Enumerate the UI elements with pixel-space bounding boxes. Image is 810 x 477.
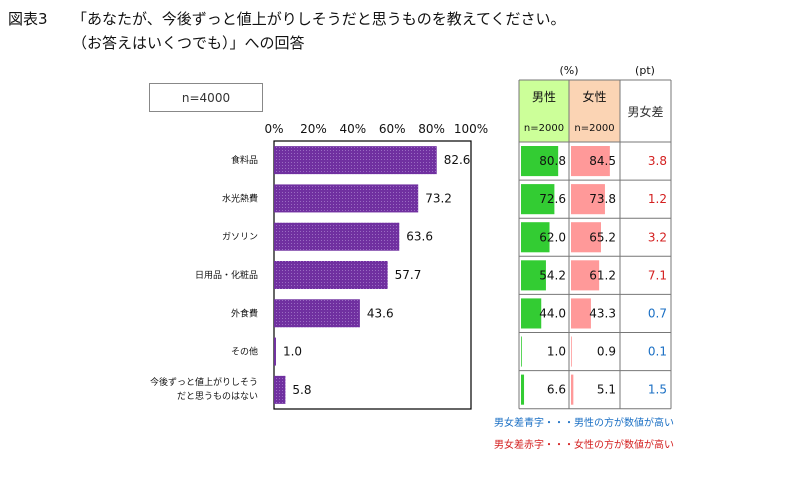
category-label: 水光熱費 (222, 192, 258, 204)
main-bar-chart: 0% 20% 40% 60% 80% 100% 82.6 食料品 73.2 水光熱費 63.6 ガソリ… (150, 122, 488, 410)
figure-title-line1: 「あなたが、今後ずっと値上がりしそうだと思うものを教えてください。 (72, 10, 566, 28)
category-label: 日用品・化粧品 (195, 269, 258, 281)
category-label: だと思うものはない (177, 391, 258, 402)
diff-value-label: 3.8 (648, 154, 667, 168)
female-value-label: 0.9 (597, 345, 616, 359)
bar-total (274, 222, 400, 251)
bar-female (571, 184, 605, 215)
bar-total (274, 375, 286, 404)
female-header-label: 女性 (582, 89, 606, 104)
bar-male (521, 260, 546, 291)
bar-female (571, 298, 591, 329)
note-blue: 男女差青字・・・男性の方が数値が高い (494, 418, 674, 429)
x-tick-label: 60% (379, 122, 406, 136)
diff-header-label: 男女差 (627, 104, 663, 119)
male-value-label: 6.6 (547, 383, 566, 397)
category-label: その他 (231, 346, 258, 358)
note-red: 男女差赤字・・・女性の方が数値が高い (494, 440, 674, 451)
bar-value-label: 63.6 (406, 230, 433, 244)
male-value-label: 54.2 (539, 268, 566, 282)
male-header-label: 男性 (532, 90, 556, 104)
female-value-label: 84.5 (589, 154, 616, 168)
bar-female (571, 374, 574, 405)
gender-table: (%) (pt) 男性 n=2000 女性 n=2000 男女差 80.8 84.5 3.8 72.… (518, 64, 672, 410)
bar-male (521, 184, 555, 215)
bar-total (274, 337, 276, 366)
bar-value-label: 73.2 (425, 191, 452, 205)
male-value-label: 1.0 (547, 345, 566, 359)
x-tick-label: 40% (339, 122, 366, 136)
bar-female (571, 336, 572, 367)
diff-value-label: 1.2 (648, 192, 667, 206)
bar-total (274, 261, 388, 289)
female-header-bg (569, 80, 620, 142)
bar-value-label: 57.7 (395, 268, 422, 282)
bar-female (571, 222, 601, 253)
diff-value-label: 1.5 (648, 383, 667, 397)
figure-label: 図表3 (8, 10, 48, 28)
bar-value-label: 82.6 (444, 153, 471, 167)
bar-male (521, 222, 550, 253)
male-value-label: 62.0 (539, 230, 566, 244)
male-header-bg (519, 80, 569, 142)
category-label: ガソリン (222, 232, 258, 243)
female-header-n: n=2000 (574, 123, 614, 134)
diff-value-label: 0.7 (648, 306, 667, 320)
unit-pt: (pt) (635, 64, 655, 77)
bar-total (274, 146, 437, 175)
bar-total (274, 299, 360, 328)
bar-value-label: 5.8 (292, 383, 311, 397)
unit-percent: (%) (559, 64, 578, 77)
bar-male (521, 146, 559, 177)
x-tick-label: 80% (418, 122, 445, 136)
female-value-label: 65.2 (589, 230, 616, 244)
bar-total (274, 184, 419, 213)
bar-male (521, 336, 522, 367)
female-value-label: 43.3 (589, 306, 616, 320)
male-value-label: 80.8 (539, 154, 566, 168)
bar-female (571, 260, 600, 291)
bar-male (521, 374, 525, 405)
sample-size-box: n=4000 (149, 83, 263, 112)
bar-male (521, 298, 542, 329)
figure-title-line2: （お答えはいくつでも）」への回答 (72, 34, 305, 52)
bar-value-label: 43.6 (367, 306, 394, 320)
male-value-label: 72.6 (539, 192, 566, 206)
bar-value-label: 1.0 (283, 345, 302, 359)
category-label: 外食費 (231, 307, 258, 319)
female-value-label: 73.8 (589, 192, 616, 206)
x-tick-label: 20% (300, 122, 327, 136)
male-value-label: 44.0 (539, 306, 566, 320)
bar-female (571, 146, 610, 177)
diff-value-label: 0.1 (648, 345, 667, 359)
male-header-n: n=2000 (524, 123, 564, 134)
x-tick-label: 0% (264, 122, 283, 136)
female-value-label: 5.1 (597, 383, 616, 397)
x-tick-label: 100% (454, 122, 488, 136)
diff-value-label: 7.1 (648, 268, 667, 282)
category-label: 食料品 (231, 154, 258, 166)
female-value-label: 61.2 (589, 268, 616, 282)
category-label: 今後ずっと値上がりしそう (150, 376, 258, 388)
diff-value-label: 3.2 (648, 230, 667, 244)
